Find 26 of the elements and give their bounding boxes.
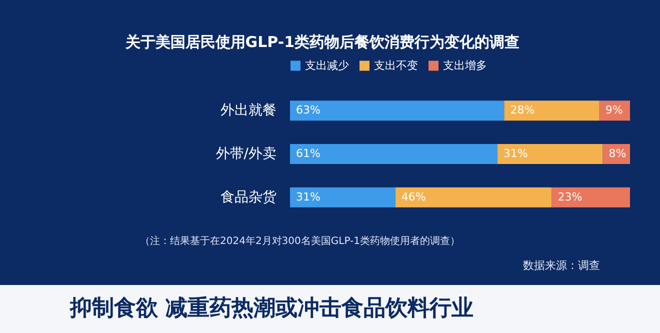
text: 抑制食欲 减重药热潮或冲击食品饮料行业 [0,285,660,333]
bar [504,100,600,121]
y-tick-label: 外带/外卖 [216,146,276,162]
legend-label: 支出减少 [305,58,349,72]
bar [552,187,630,208]
legend-label: 支出不变 [374,58,418,72]
legend-label: 支出增多 [443,58,487,72]
data-label: 9% [605,104,623,117]
data-label: 28% [510,104,535,117]
chart-title: 关于美国居民使用GLP-1类药物后餐饮消费行为变化的调查 [124,33,520,51]
bar [497,144,603,164]
bar [290,100,504,121]
data-label: 8% [608,147,626,160]
data-label: 61% [296,147,320,160]
data-label: 31% [296,190,320,204]
y-tick-label: 外出就餐 [220,102,276,119]
y-tick-label: 食品杂货 [220,189,276,206]
bar [395,187,552,208]
data-label: 63% [296,104,320,117]
bar [290,187,396,208]
bar [290,144,498,164]
data-label: 23% [558,190,582,204]
data-label: 46% [401,190,426,204]
text: （注：结果基于在2024年2月对300名美国GLP-1类药物使用者的调查） [140,234,460,248]
source-note: 数据来源：调查 [523,258,600,273]
data-label: 31% [503,147,528,160]
